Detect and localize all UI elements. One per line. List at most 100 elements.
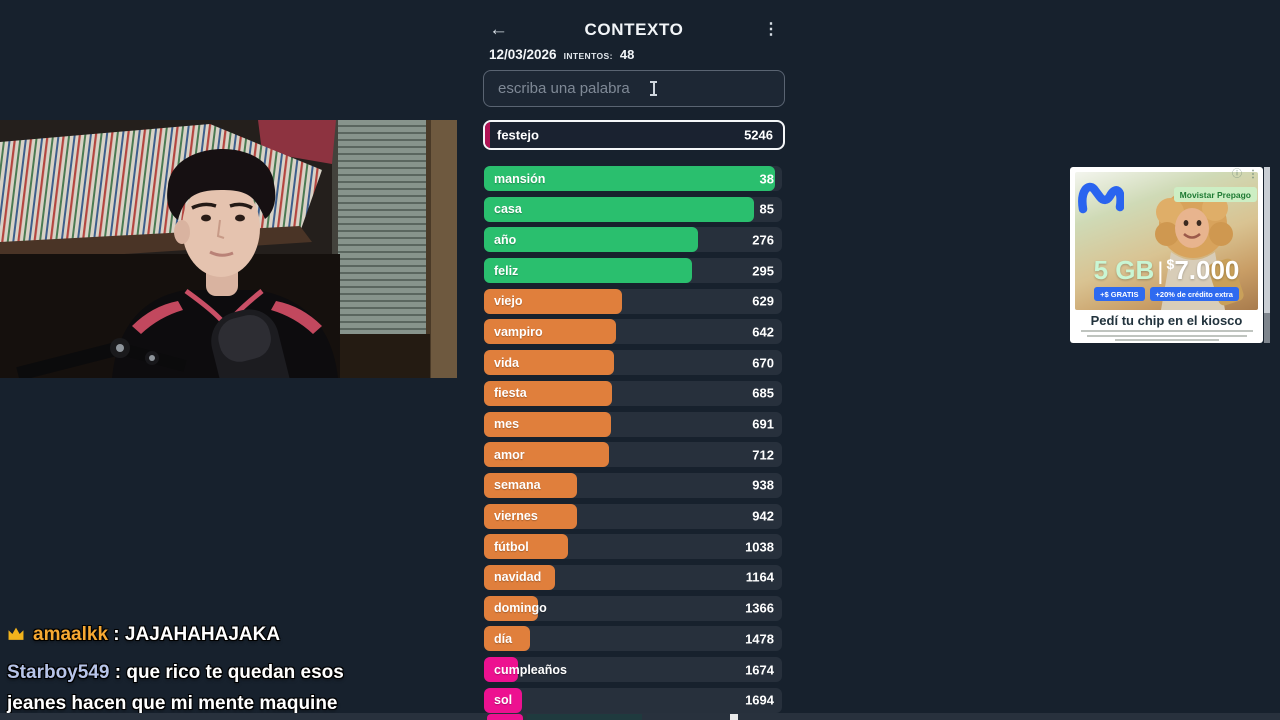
- word-label: semana: [494, 478, 541, 493]
- word-rank-bar: [484, 411, 611, 437]
- word-row: año 276: [484, 227, 782, 253]
- ad-data-amount: 5 GB: [1093, 255, 1155, 285]
- word-rank: 295: [752, 263, 774, 279]
- word-label: amor: [494, 447, 525, 462]
- word-rank-bar: [484, 380, 612, 406]
- word-row: mes 691: [484, 411, 782, 437]
- word-label: fútbol: [494, 539, 529, 554]
- word-row: fútbol 1038: [484, 534, 782, 560]
- word-row: cumpleaños 1674: [484, 657, 782, 682]
- word-input[interactable]: escriba una palabra: [483, 70, 785, 107]
- adchoices-icon[interactable]: ⓘ: [1232, 169, 1242, 180]
- word-label: vida: [494, 355, 520, 370]
- chat-username: amaalkk: [33, 624, 109, 645]
- word-label: vampiro: [494, 324, 543, 339]
- word-label: cumpleaños: [494, 662, 567, 677]
- ad-cta-text: Pedí tu chip en el kiosco: [1090, 313, 1243, 328]
- ad-promo-pills: +$ GRATIS +20% de crédito extra: [1070, 287, 1263, 301]
- word-label: mansión: [494, 171, 546, 186]
- movistar-ad[interactable]: Movistar Prepago ⓘ ⋮ 5 GB | $7.000 +$ GRAT…: [1070, 167, 1263, 343]
- word-rank: 712: [752, 447, 774, 463]
- ad-pill-credito: +20% de crédito extra: [1149, 287, 1239, 301]
- word-label: día: [494, 631, 513, 646]
- ad-currency: $: [1166, 256, 1175, 272]
- date-attempts-row: 12/03/2026 INTENTOS: 48: [489, 47, 634, 62]
- word-rank-bar: [484, 288, 622, 314]
- ad-menu-icon[interactable]: ⋮: [1248, 169, 1258, 180]
- webcam-scene: [0, 120, 457, 378]
- word-rank-bar: [484, 472, 577, 498]
- word-rank: 1694: [745, 692, 774, 708]
- ad-offer-divider: |: [1157, 258, 1164, 285]
- background-window-notch: [730, 714, 738, 720]
- word-row: vampiro 642: [484, 319, 782, 345]
- word-label: domingo: [494, 601, 547, 616]
- page-title: CONTEXTO: [584, 20, 684, 39]
- word-label: año: [494, 232, 517, 247]
- word-rank-bar: [484, 196, 754, 222]
- ad-scrollbar[interactable]: [1264, 167, 1270, 343]
- word-row: sol 1694: [484, 687, 782, 713]
- attempts-label: INTENTOS:: [563, 51, 613, 61]
- ad-scrollbar-thumb[interactable]: [1264, 313, 1270, 343]
- movistar-logo: [1078, 182, 1124, 214]
- window-blinds: [336, 120, 432, 338]
- word-rank: 691: [752, 416, 774, 432]
- next-word-bar-partial: [487, 714, 523, 720]
- word-rank-bar: [484, 442, 609, 468]
- chat-separator: :: [108, 624, 125, 645]
- word-rank: 1366: [745, 600, 774, 616]
- ad-price: 7.000: [1174, 255, 1240, 285]
- webcam-video: [0, 120, 457, 378]
- word-rank-bar: [484, 534, 568, 560]
- word-input-placeholder: escriba una palabra: [498, 80, 630, 97]
- attempts-value: 48: [619, 47, 635, 62]
- chat-separator: :: [109, 662, 127, 683]
- word-label: viernes: [494, 509, 538, 524]
- word-label: navidad: [494, 570, 542, 585]
- word-row: amor 712: [484, 442, 782, 468]
- word-rank: 276: [752, 232, 774, 248]
- word-rank: 938: [752, 477, 774, 493]
- ad-plan-badge: Movistar Prepago: [1173, 187, 1257, 202]
- word-row: mansión 38: [484, 166, 782, 191]
- chat-text: que rico te quedan esos jeanes hacen que…: [7, 662, 344, 714]
- last-guess-row: festejo 5246: [483, 120, 785, 150]
- word-row: viernes 942: [484, 503, 782, 529]
- word-label: sol: [494, 693, 513, 708]
- word-rank: 670: [752, 355, 774, 371]
- word-rank: 85: [759, 201, 774, 217]
- back-button[interactable]: ←: [489, 19, 508, 40]
- ad-offer: 5 GB | $7.000: [1070, 255, 1263, 286]
- word-rank-bar: [484, 258, 692, 284]
- word-label: mes: [494, 417, 520, 431]
- word-rank-bar: [484, 227, 698, 253]
- chat-message: amaalkk : JAJAHAHAJAKA: [7, 619, 407, 650]
- word-rank-bar: [484, 595, 538, 621]
- chat-text: JAJAHAHAJAKA: [124, 624, 281, 645]
- word-rank: 642: [752, 324, 774, 340]
- word-rank-bar: [484, 166, 775, 191]
- game-date: 12/03/2026: [489, 47, 557, 62]
- word-rank-bar: [484, 657, 518, 682]
- chat-username: Starboy549: [7, 662, 110, 683]
- last-guess-rank: 5246: [744, 127, 773, 143]
- game-header: ← CONTEXTO ⋮: [483, 18, 785, 42]
- word-rank: 1164: [745, 569, 774, 585]
- crown-icon: [8, 627, 24, 640]
- word-rank: 1478: [745, 631, 774, 647]
- word-row: día 1478: [484, 626, 782, 652]
- word-row: viejo 629: [484, 288, 782, 314]
- chat-message: Starboy549 : que rico te quedan esos jea…: [7, 657, 407, 719]
- text-cursor-icon: [649, 80, 658, 97]
- word-rank-bar: [484, 350, 614, 376]
- last-guess-word: festejo: [497, 127, 539, 143]
- ad-pill-gratis: +$ GRATIS: [1094, 287, 1145, 301]
- word-label: viejo: [494, 294, 523, 309]
- word-label: feliz: [494, 263, 519, 278]
- word-rank: 629: [752, 293, 774, 309]
- word-row: vida 670: [484, 350, 782, 376]
- kebab-menu-button[interactable]: ⋮: [763, 21, 779, 38]
- word-rank: 942: [752, 508, 774, 524]
- word-row: feliz 295: [484, 258, 782, 284]
